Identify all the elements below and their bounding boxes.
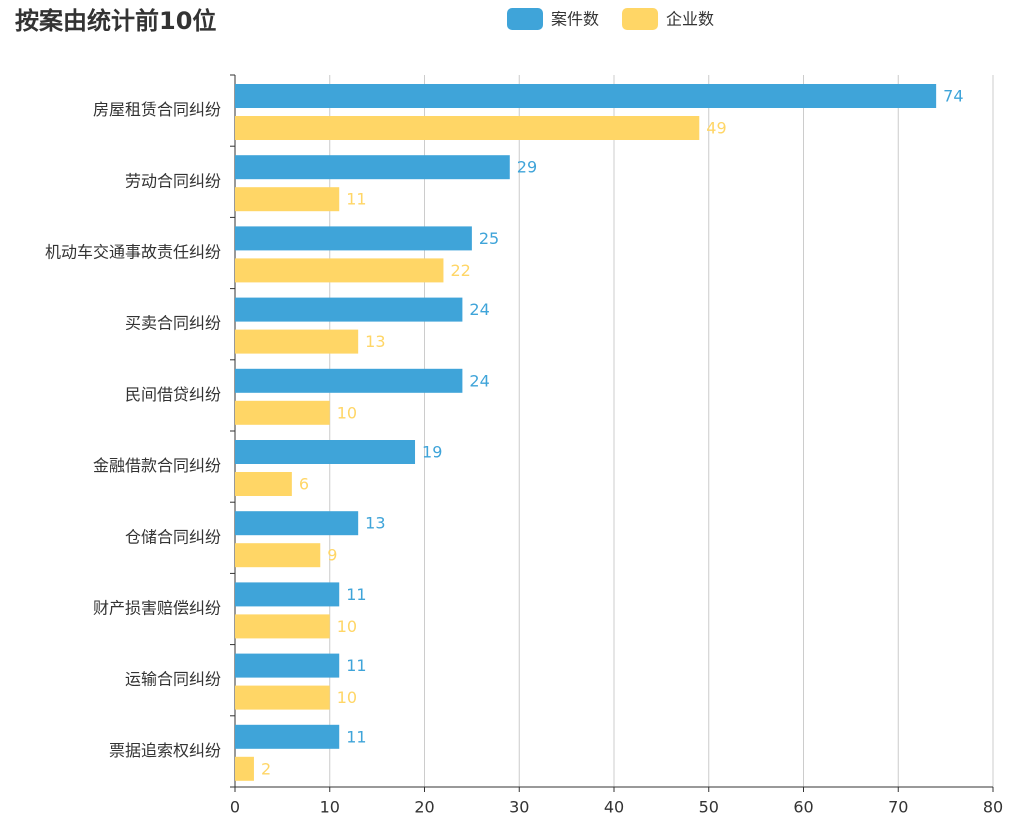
legend-swatch <box>507 8 543 30</box>
y-tick-label: 金融借款合同纠纷 <box>93 456 221 475</box>
chart-title: 按案由统计前10位 <box>15 7 216 35</box>
data-label: 19 <box>422 443 442 462</box>
bar <box>235 329 359 354</box>
data-label: 25 <box>479 229 499 248</box>
data-label: 9 <box>327 546 337 565</box>
x-tick-label: 20 <box>414 798 434 817</box>
bar <box>235 543 321 568</box>
data-label: 11 <box>346 656 366 675</box>
bar <box>235 582 340 607</box>
data-label: 49 <box>706 119 726 138</box>
legend-label: 企业数 <box>666 10 714 29</box>
y-tick-label: 运输合同纠纷 <box>125 670 221 689</box>
data-label: 10 <box>337 617 357 636</box>
data-label: 10 <box>337 403 357 422</box>
bar <box>235 440 416 464</box>
y-tick-label: 房屋租赁合同纠纷 <box>93 100 221 119</box>
x-tick-label: 70 <box>888 798 908 817</box>
x-tick-label: 40 <box>604 798 624 817</box>
x-tick-label: 30 <box>509 798 529 817</box>
bar <box>235 187 340 212</box>
legend-label: 案件数 <box>551 10 599 29</box>
data-label: 11 <box>346 727 366 746</box>
data-label: 6 <box>299 475 309 494</box>
data-label: 10 <box>337 688 357 707</box>
y-tick-label: 票据追索权纠纷 <box>109 741 221 760</box>
bar <box>235 155 510 180</box>
y-tick-label: 财产损害赔偿纠纷 <box>93 599 221 618</box>
x-tick-label: 10 <box>320 798 340 817</box>
y-tick-label: 仓储合同纠纷 <box>125 527 221 546</box>
bar <box>235 258 444 283</box>
x-tick-label: 50 <box>699 798 719 817</box>
data-label: 24 <box>469 300 489 319</box>
y-tick-label: 劳动合同纠纷 <box>125 171 221 190</box>
bar <box>235 116 700 140</box>
data-label: 24 <box>469 371 489 390</box>
data-label: 2 <box>261 759 271 778</box>
data-label: 11 <box>346 585 366 604</box>
x-tick-label: 80 <box>983 798 1003 817</box>
bar <box>235 226 472 251</box>
bar <box>235 685 330 710</box>
x-tick-label: 60 <box>793 798 813 817</box>
bar <box>235 84 937 108</box>
y-tick-label: 机动车交通事故责任纠纷 <box>45 243 221 262</box>
bar <box>235 400 330 425</box>
data-label: 11 <box>346 190 366 209</box>
x-tick-label: 0 <box>230 798 240 817</box>
bar <box>235 511 359 536</box>
bar <box>235 756 254 781</box>
bar <box>235 368 463 393</box>
data-label: 13 <box>365 514 385 533</box>
bar <box>235 614 330 639</box>
bar <box>235 297 463 322</box>
y-tick-label: 民间借贷纠纷 <box>125 385 221 404</box>
bar <box>235 724 340 749</box>
data-label: 74 <box>943 87 963 106</box>
legend-swatch <box>622 8 659 30</box>
y-tick-label: 买卖合同纠纷 <box>125 314 221 333</box>
data-label: 13 <box>365 332 385 351</box>
data-label: 29 <box>517 158 537 177</box>
data-label: 22 <box>450 261 470 280</box>
bar <box>235 472 292 496</box>
bar <box>235 653 340 678</box>
